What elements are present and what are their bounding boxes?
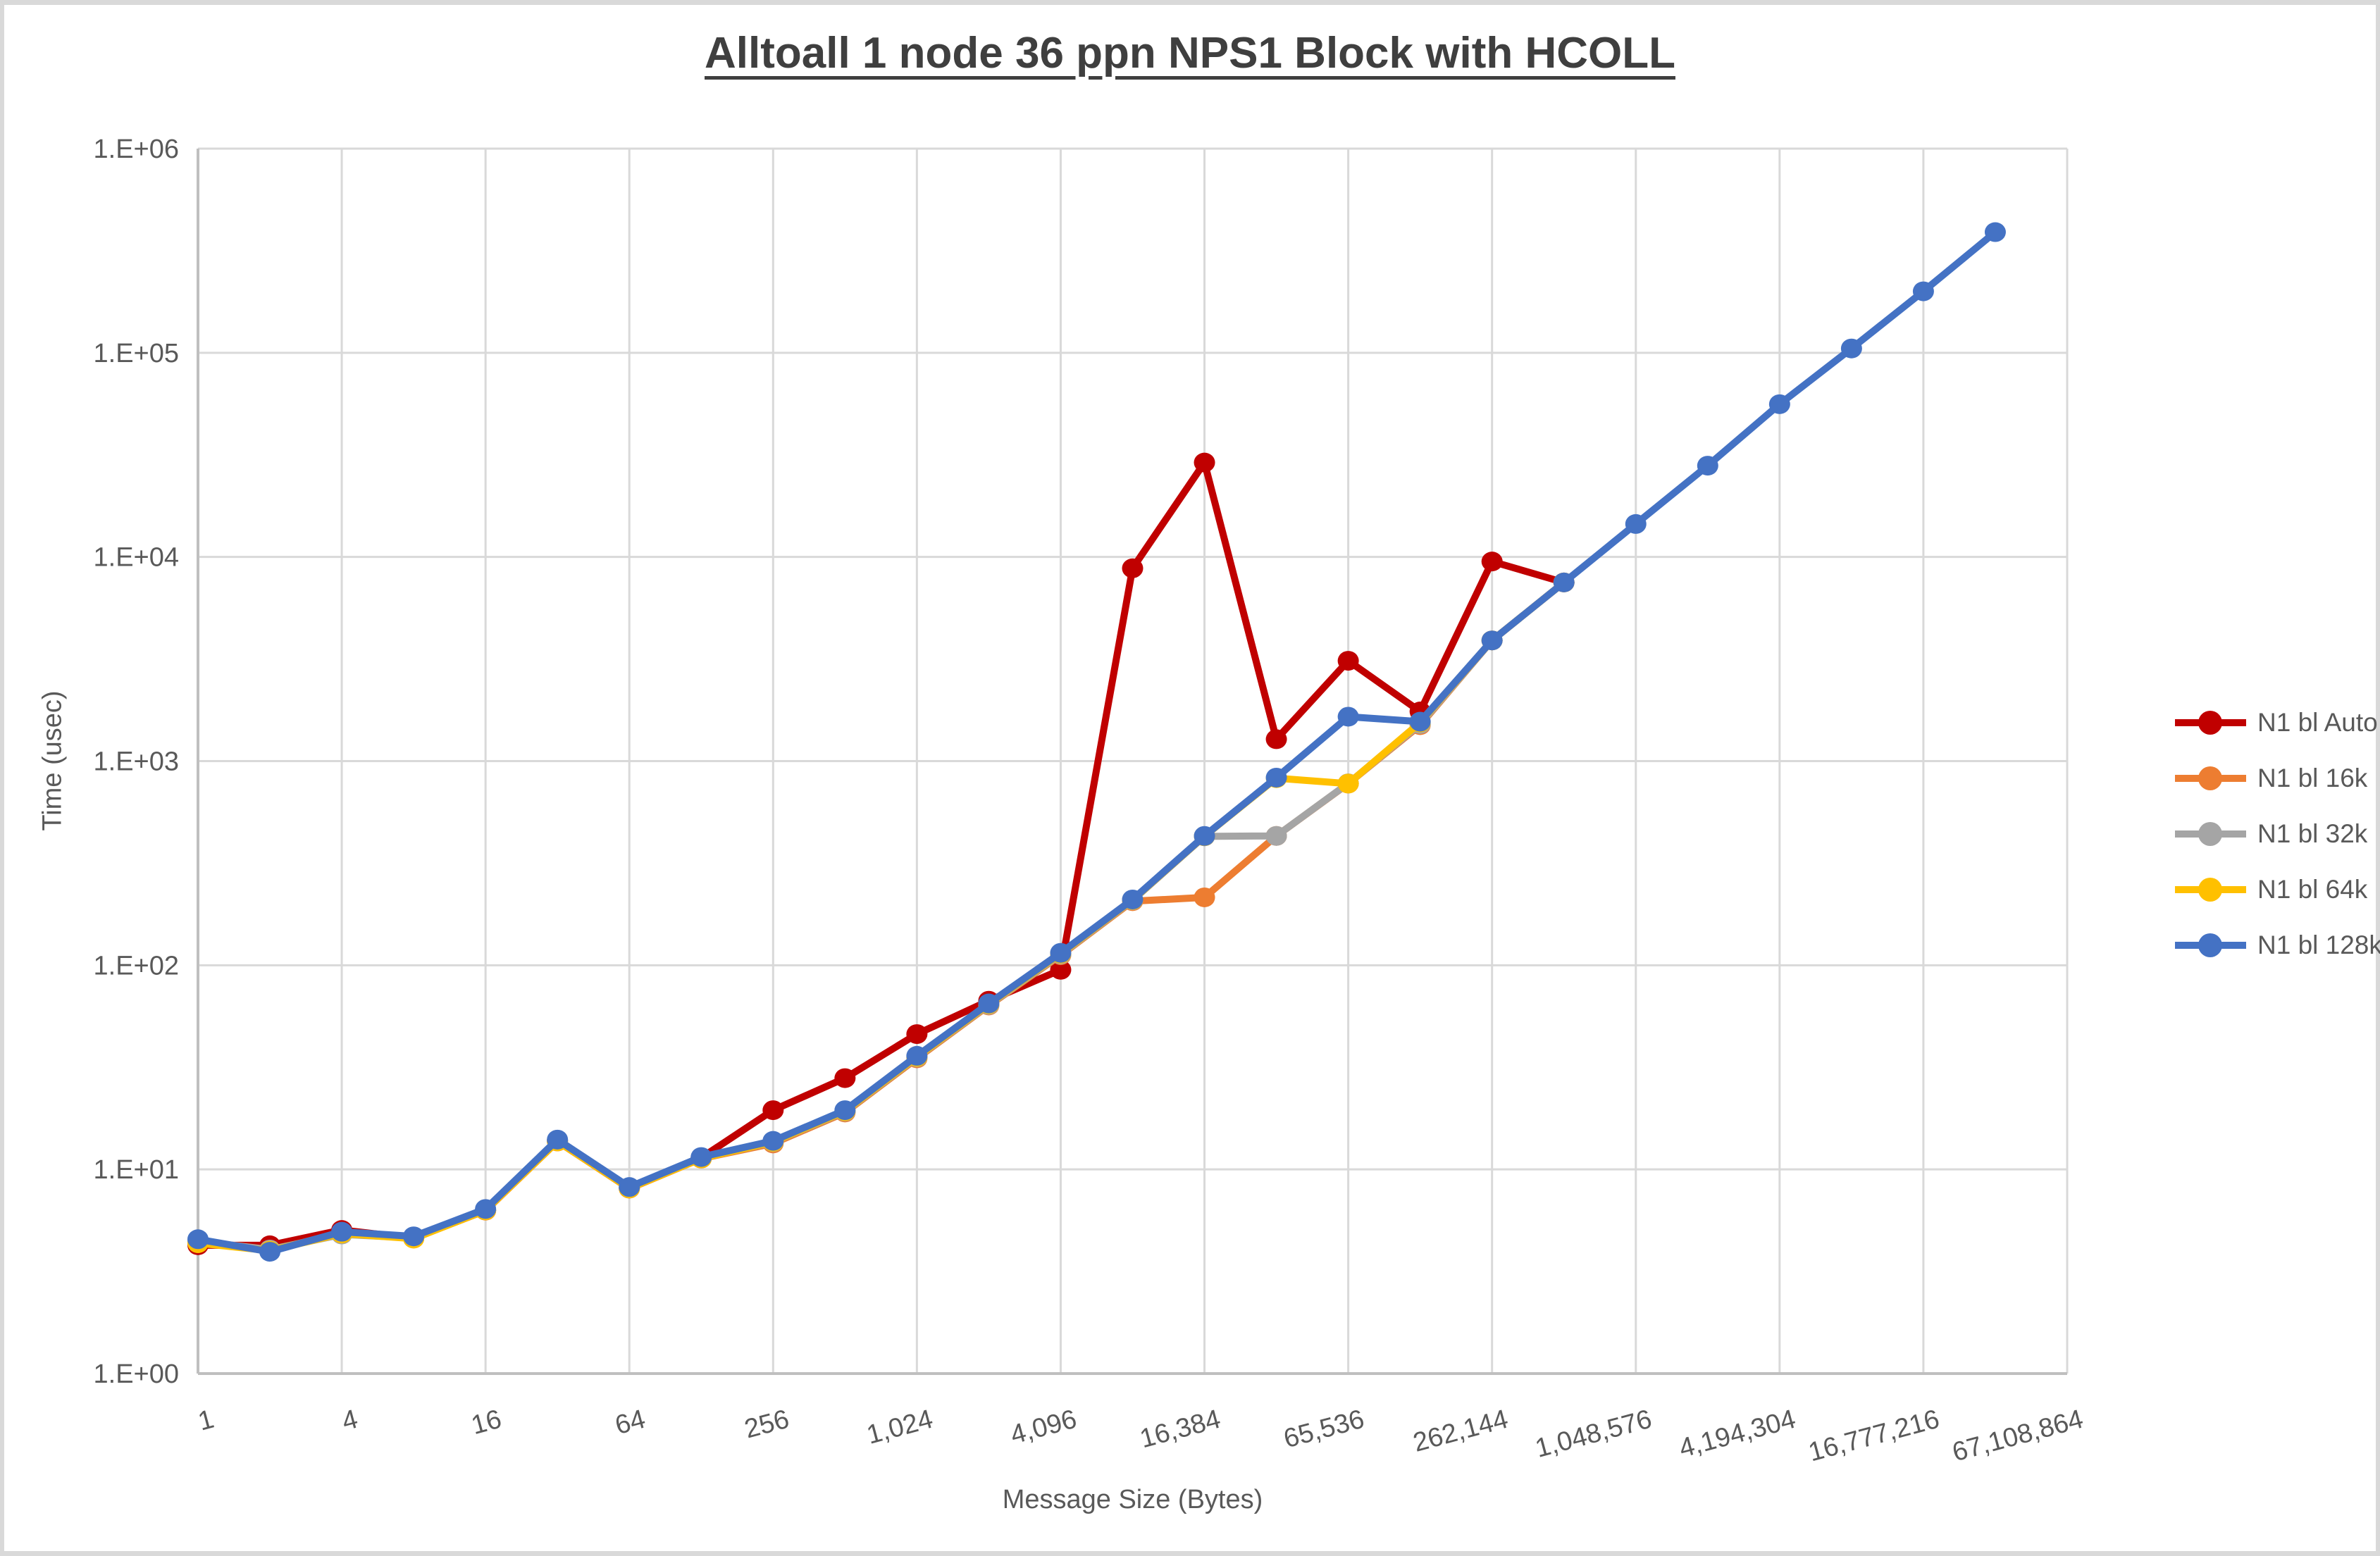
legend-item-N1-bl-128k[interactable]: N1 bl 128k — [2174, 931, 2380, 960]
chart-title: Alltoall 1 node 36 ppn NPS1 Block with H… — [705, 29, 1675, 77]
legend-marker-icon — [2175, 933, 2246, 957]
data-point-N1-bl-128k — [1912, 281, 1934, 301]
x-tick-label: 67,108,864 — [1950, 1405, 2087, 1468]
legend-label: N1 bl 128k — [2257, 931, 2380, 959]
data-point-N1-bl-Auto — [1481, 552, 1503, 572]
legend-marker-dot — [2198, 711, 2222, 735]
data-point-N1-bl-128k — [1553, 572, 1575, 592]
data-point-N1-bl-Auto — [1122, 558, 1143, 578]
data-point-N1-bl-128k — [1409, 711, 1431, 732]
data-point-N1-bl-Auto — [762, 1100, 784, 1121]
legend-marker-dot — [2198, 878, 2222, 902]
x-tick-label: 65,536 — [1281, 1405, 1368, 1455]
legend-marker-icon — [2175, 766, 2246, 790]
legend-label: N1 bl 64k — [2257, 875, 2368, 904]
x-tick-label: 64 — [612, 1405, 649, 1441]
legend-item-N1-bl-16k[interactable]: N1 bl 16k — [2174, 764, 2380, 793]
legend-item-N1-bl-64k[interactable]: N1 bl 64k — [2174, 875, 2380, 904]
chart-border-right — [2376, 0, 2380, 1556]
x-tick-label: 256 — [741, 1405, 792, 1445]
chart-border-top — [0, 0, 2380, 5]
data-point-N1-bl-64k — [1337, 773, 1359, 794]
data-point-N1-bl-128k — [1625, 514, 1647, 534]
x-tick-label: 262,144 — [1410, 1405, 1511, 1458]
y-tick-label: 1.E+00 — [94, 1359, 180, 1389]
data-point-N1-bl-128k — [834, 1100, 856, 1121]
x-tick-label: 16 — [469, 1405, 505, 1441]
data-point-N1-bl-128k — [762, 1131, 784, 1151]
data-point-N1-bl-128k — [1050, 942, 1072, 963]
legend-marker-dot — [2198, 933, 2222, 957]
data-point-N1-bl-128k — [1840, 338, 1862, 359]
data-point-N1-bl-128k — [1697, 456, 1718, 476]
y-tick-label: 1.E+06 — [94, 135, 180, 164]
data-point-N1-bl-128k — [187, 1229, 209, 1250]
x-axis-title: Message Size (Bytes) — [1002, 1485, 1263, 1514]
data-point-N1-bl-128k — [547, 1129, 569, 1150]
data-point-N1-bl-128k — [1481, 630, 1503, 651]
gridlines — [198, 147, 2069, 1374]
x-tick-label: 16,384 — [1137, 1405, 1224, 1455]
x-tick-label: 4,096 — [1008, 1405, 1080, 1450]
series-N1-bl-128k — [187, 222, 2006, 1262]
legend-label: N1 bl Auto — [2257, 708, 2378, 737]
legend-marker-icon — [2175, 711, 2246, 735]
data-point-N1-bl-Auto — [1050, 959, 1072, 980]
data-point-N1-bl-128k — [403, 1226, 425, 1247]
data-point-N1-bl-128k — [1337, 707, 1359, 727]
data-point-N1-bl-128k — [475, 1199, 497, 1219]
x-tick-label: 4 — [339, 1405, 361, 1437]
data-point-N1-bl-Auto — [906, 1024, 928, 1045]
chart-border-left — [0, 0, 4, 1556]
x-tick-labels: 1 4 16 64 256 1,024 4,096 16,384 65,536 262,144 1,… — [195, 1405, 2086, 1468]
y-tick-label: 1.E+05 — [94, 339, 180, 368]
legend-item-N1-bl-Auto[interactable]: N1 bl Auto — [2174, 708, 2380, 737]
y-tick-labels: 1.E+00 1.E+01 1.E+02 1.E+03 1.E+04 1.E+05 1.E+… — [94, 135, 180, 1389]
data-point-N1-bl-128k — [259, 1242, 281, 1262]
data-point-N1-bl-Auto — [834, 1068, 856, 1088]
legend-marker-dot — [2198, 822, 2222, 846]
data-point-N1-bl-128k — [978, 993, 1000, 1014]
data-point-N1-bl-128k — [690, 1147, 712, 1167]
data-point-N1-bl-Auto — [1265, 729, 1287, 749]
y-tick-label: 1.E+03 — [94, 747, 180, 777]
x-tick-label: 4,194,304 — [1676, 1405, 1799, 1464]
legend-item-N1-bl-32k[interactable]: N1 bl 32k — [2174, 819, 2380, 849]
legend-marker-icon — [2175, 878, 2246, 902]
legend-label: N1 bl 32k — [2257, 819, 2368, 848]
x-tick-label: 1,024 — [864, 1405, 936, 1450]
legend-label: N1 bl 16k — [2257, 764, 2368, 792]
series-line-N1-bl-128k — [194, 228, 1999, 1256]
x-tick-label: 16,777,216 — [1806, 1405, 1943, 1468]
data-point-N1-bl-128k — [1194, 826, 1215, 846]
data-point-N1-bl-128k — [1768, 394, 1790, 414]
legend-marker-icon — [2175, 822, 2246, 846]
data-point-N1-bl-Auto — [1337, 651, 1359, 671]
data-point-N1-bl-128k — [906, 1045, 928, 1066]
y-tick-label: 1.E+01 — [94, 1155, 180, 1185]
chart-border-bottom — [0, 1551, 2380, 1556]
data-point-N1-bl-128k — [1265, 767, 1287, 788]
data-point-N1-bl-Auto — [1194, 452, 1215, 473]
y-tick-label: 1.E+04 — [94, 543, 180, 573]
data-point-N1-bl-32k — [1265, 826, 1287, 846]
data-point-N1-bl-128k — [1984, 222, 2006, 242]
data-point-N1-bl-128k — [331, 1221, 353, 1242]
data-point-N1-bl-16k — [1194, 887, 1215, 907]
legend: N1 bl Auto N1 bl 16k N1 bl 32k N1 bl 64k N1 … — [2174, 708, 2380, 960]
y-tick-label: 1.E+02 — [94, 951, 180, 981]
x-tick-label: 1,048,576 — [1532, 1405, 1655, 1464]
data-point-N1-bl-128k — [619, 1177, 640, 1197]
x-tick-label: 1 — [195, 1405, 217, 1437]
legend-marker-dot — [2198, 766, 2222, 790]
data-point-N1-bl-128k — [1122, 889, 1143, 909]
